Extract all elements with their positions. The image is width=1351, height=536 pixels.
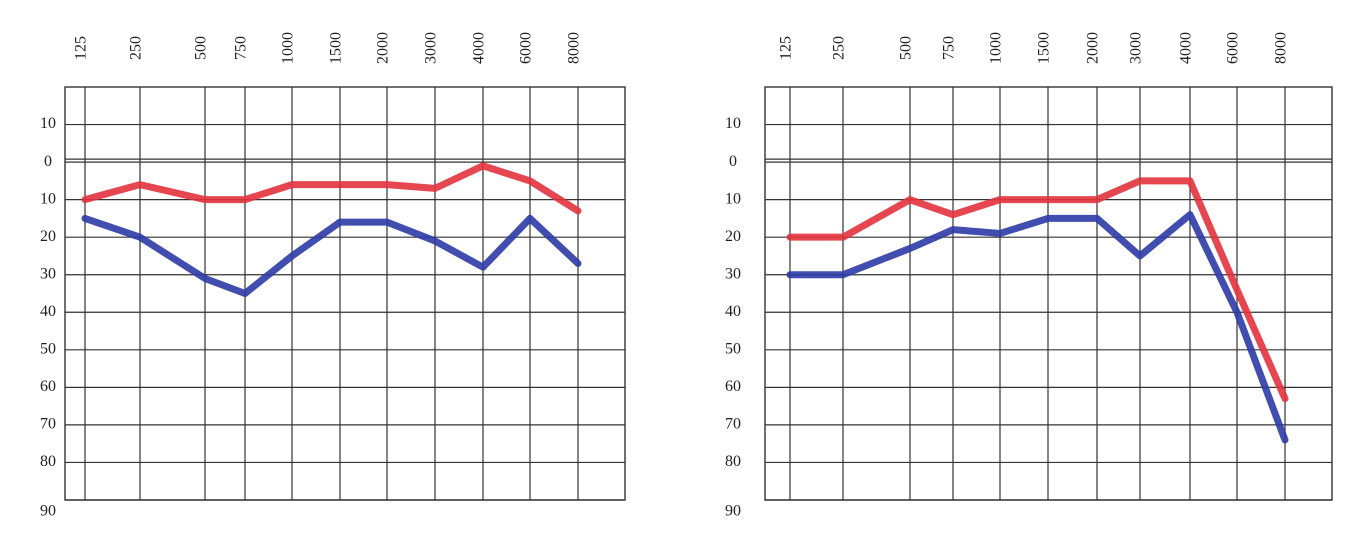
- x-tick-label: 125: [73, 36, 90, 60]
- y-tick-label: 20: [725, 228, 741, 245]
- series-line: [786, 177, 1289, 403]
- x-tick-label: 250: [128, 36, 145, 60]
- x-tick-label: 8000: [1273, 32, 1290, 64]
- y-tick-label: 40: [725, 303, 741, 320]
- y-tick-label: 80: [40, 453, 56, 470]
- x-tick-label: 2000: [1085, 32, 1102, 64]
- series-line: [81, 162, 582, 215]
- x-tick-label: 750: [941, 36, 958, 60]
- x-tick-label: 500: [898, 36, 915, 60]
- series-line: [81, 214, 582, 297]
- x-tick-label: 250: [831, 36, 848, 60]
- y-tick-label: 0: [729, 153, 737, 170]
- y-tick-label: 0: [44, 153, 52, 170]
- x-tick-label: 6000: [518, 32, 535, 64]
- x-tick-label: 4000: [471, 32, 488, 64]
- y-tick-label: 70: [725, 416, 741, 433]
- x-tick-label: 3000: [1128, 32, 1145, 64]
- x-tick-label: 1500: [328, 32, 345, 64]
- y-tick-label: 30: [40, 265, 56, 282]
- x-tick-label: 8000: [566, 32, 583, 64]
- y-tick-label: 90: [725, 503, 741, 520]
- y-tick-label: 90: [40, 503, 56, 520]
- plot-frame: [64, 86, 626, 501]
- y-tick-label: 10: [725, 190, 741, 207]
- x-tick-label: 2000: [375, 32, 392, 64]
- y-tick-label: 80: [725, 453, 741, 470]
- y-tick-label: 70: [40, 416, 56, 433]
- x-tick-label: 3000: [423, 32, 440, 64]
- x-tick-label: 125: [778, 36, 795, 60]
- y-tick-label: 10: [725, 115, 741, 132]
- y-tick-label: 20: [40, 228, 56, 245]
- series-line: [786, 211, 1289, 444]
- y-tick-label: 50: [40, 340, 56, 357]
- y-tick-label: 10: [40, 115, 56, 132]
- x-tick-label: 500: [193, 36, 210, 60]
- y-tick-label: 30: [725, 265, 741, 282]
- y-tick-label: 60: [40, 378, 56, 395]
- y-tick-label: 10: [40, 190, 56, 207]
- x-tick-label: 1000: [280, 32, 297, 64]
- y-tick-label: 40: [40, 303, 56, 320]
- x-tick-label: 1500: [1036, 32, 1053, 64]
- y-tick-label: 50: [725, 340, 741, 357]
- x-tick-label: 4000: [1178, 32, 1195, 64]
- x-tick-label: 1000: [988, 32, 1005, 64]
- x-tick-label: 750: [233, 36, 250, 60]
- x-tick-label: 6000: [1225, 32, 1242, 64]
- y-tick-label: 60: [725, 378, 741, 395]
